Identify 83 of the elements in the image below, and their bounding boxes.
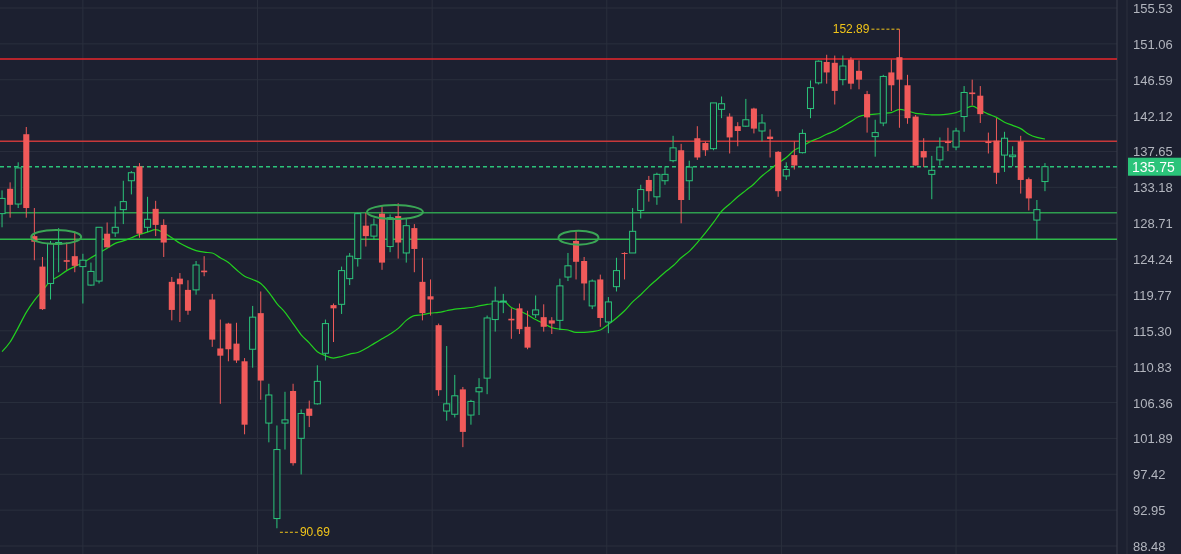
candlestick (281, 391, 289, 451)
candlestick (427, 278, 434, 317)
candlestick (952, 127, 960, 151)
candlestick (119, 180, 127, 225)
candlestick (306, 400, 313, 428)
candlestick (823, 54, 830, 85)
candlestick (111, 205, 119, 238)
y-tick-label: 155.53 (1133, 1, 1173, 16)
candlestick (985, 132, 992, 154)
candlestick (467, 399, 475, 426)
candlestick (864, 90, 871, 134)
candlestick (144, 196, 152, 233)
candlestick (564, 252, 572, 282)
candlestick (313, 364, 321, 406)
candlestick (411, 223, 418, 273)
y-tick-label: 101.89 (1133, 431, 1173, 447)
y-tick-label: 88.48 (1133, 539, 1166, 554)
y-tick-label: 128.71 (1133, 216, 1173, 232)
ref-line-label: 135.75 (1132, 158, 1176, 175)
candlestick (839, 55, 847, 86)
candlestick (370, 217, 378, 240)
candlestick (184, 279, 192, 316)
candlestick (750, 107, 757, 134)
candlestick (1033, 199, 1041, 240)
y-tick-label: 133.18 (1133, 180, 1173, 196)
candlestick (160, 218, 167, 258)
candlestick (888, 59, 895, 112)
candlestick (645, 175, 652, 203)
y-tick-label: 92.95 (1133, 503, 1166, 519)
candlestick (516, 303, 523, 335)
candlestick (573, 230, 580, 280)
candlestick (79, 253, 87, 305)
candlestick (669, 135, 677, 163)
candlestick (920, 137, 927, 168)
candlestick (604, 296, 612, 334)
candlestick (798, 128, 806, 154)
candlestick (217, 319, 224, 405)
candlestick (742, 98, 750, 128)
y-tick-label: 119.77 (1133, 287, 1172, 303)
candlestick (0, 189, 6, 228)
candlestick (612, 257, 621, 292)
y-tick-label: 115.30 (1133, 323, 1172, 339)
y-tick-label: 146.59 (1133, 72, 1173, 88)
candlestick (152, 200, 159, 237)
candlestick (581, 256, 588, 301)
candlestick (475, 377, 483, 416)
candlestick (330, 303, 337, 343)
y-tick-label: 110.83 (1133, 359, 1172, 375)
candlestick (127, 170, 135, 195)
candlestick (532, 294, 540, 319)
candlestick (621, 251, 628, 280)
y-tick-label: 124.24 (1133, 252, 1173, 268)
candlestick (1025, 177, 1032, 211)
y-tick-label: 142.12 (1133, 108, 1173, 124)
candlestick (806, 79, 815, 119)
candlestick (791, 140, 798, 171)
candlestick (540, 303, 547, 333)
candlestick (63, 242, 70, 271)
y-tick-label: 106.36 (1133, 395, 1173, 411)
candlestick (758, 113, 766, 142)
candlestick (71, 230, 78, 273)
candlestick (7, 181, 14, 219)
candlestick (694, 125, 701, 161)
y-tick-label: 97.42 (1133, 467, 1166, 483)
candlestick (726, 112, 733, 154)
candlestick (734, 121, 741, 147)
candlestick (629, 207, 637, 254)
candlestick (637, 184, 645, 219)
y-tick-label: 137.65 (1133, 144, 1173, 160)
candlestick (104, 221, 111, 248)
candlestick (524, 310, 531, 350)
candlestick (977, 85, 984, 124)
y-tick-label: 151.06 (1133, 36, 1173, 52)
candlestick (944, 127, 951, 152)
candlestick (871, 119, 879, 158)
candlestick (855, 59, 863, 90)
candlestick (362, 212, 369, 248)
annotation: 90.69 (299, 525, 331, 540)
candlestick (233, 322, 240, 364)
candlestick (896, 28, 903, 129)
candlestick (815, 59, 823, 85)
annotation: 152.89 (832, 22, 870, 37)
candlestick (969, 79, 976, 106)
